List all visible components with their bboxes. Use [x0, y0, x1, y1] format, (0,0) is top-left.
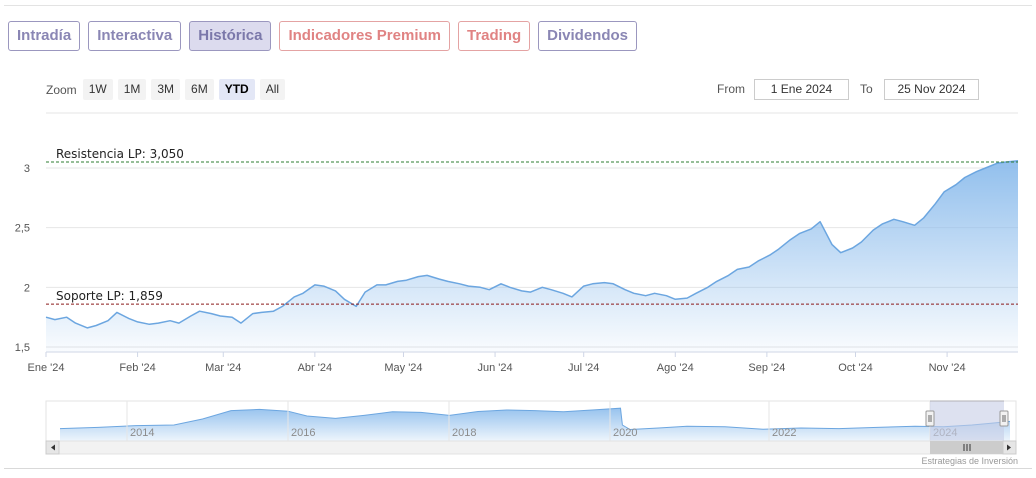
- x-tick-label: Sep '24: [748, 362, 785, 374]
- x-tick-label: Ago '24: [657, 362, 694, 374]
- zoom-button-3m[interactable]: 3M: [151, 79, 181, 100]
- tab-interactiva[interactable]: Interactiva: [88, 21, 182, 51]
- scrollbar-track: [45, 440, 1017, 455]
- price-area: [46, 160, 1018, 352]
- zoom-button-all[interactable]: All: [259, 79, 286, 100]
- tab-indicadores-premium[interactable]: Indicadores Premium: [279, 21, 450, 51]
- x-tick-label: Nov '24: [929, 362, 966, 374]
- tab-intrad-a[interactable]: Intradía: [8, 21, 81, 51]
- zoom-label: Zoom: [46, 82, 77, 97]
- from-label: From: [717, 82, 745, 96]
- navigator-line: [59, 407, 1011, 431]
- y-tick-label: 1,5: [15, 342, 30, 354]
- arrow-left-icon: [51, 444, 55, 451]
- navigator-year-label: 2020: [613, 427, 637, 439]
- y-tick-label: 2: [24, 282, 30, 294]
- tab-trading[interactable]: Trading: [458, 21, 531, 51]
- zoom-button-6m[interactable]: 6M: [185, 79, 214, 100]
- y-tick-label: 2,5: [15, 223, 30, 235]
- resistance-label: Resistencia LP: 3,050: [56, 147, 184, 161]
- navigator-year-label: 2016: [291, 427, 315, 439]
- x-tick-label: Mar '24: [205, 362, 241, 374]
- tab-dividendos[interactable]: Dividendos: [538, 21, 638, 51]
- arrow-right-icon: [1007, 444, 1011, 451]
- credit-label: Estrategias de Inversión: [921, 456, 1018, 466]
- navigator-left-handle[interactable]: [925, 410, 935, 427]
- y-tick-label: 3: [24, 163, 30, 175]
- top-divider: [4, 5, 1032, 6]
- support-label: Soporte LP: 1,859: [56, 289, 163, 303]
- navigator-right-handle[interactable]: [999, 410, 1009, 427]
- tab-bar: Intradía Interactiva Histórica Indicadores …: [8, 21, 638, 51]
- x-tick-label: Ene '24: [28, 362, 65, 374]
- price-line: [45, 160, 1019, 329]
- x-tick-label: Jul '24: [568, 362, 599, 374]
- zoom-button-1m[interactable]: 1M: [117, 79, 147, 100]
- navigator-year-label: 2022: [772, 427, 796, 439]
- x-tick-label: May '24: [384, 362, 422, 374]
- navigator-year-label: 2018: [452, 427, 476, 439]
- navigator-selection: [930, 401, 1004, 441]
- zoom-buttons: 1W 1M 3M 6M YTD All: [82, 79, 290, 100]
- zoom-button-1w[interactable]: 1W: [82, 79, 113, 100]
- navigator-area: [60, 408, 1010, 441]
- zoom-button-ytd[interactable]: YTD: [218, 79, 255, 100]
- to-label: To: [860, 82, 873, 96]
- x-tick-label: Jun '24: [477, 362, 512, 374]
- navigator-year-label: 2014: [130, 427, 154, 439]
- x-tick-label: Feb '24: [119, 362, 155, 374]
- bottom-divider: [4, 468, 1032, 469]
- zoom-controls: Zoom 1W 1M 3M 6M YTD All: [46, 79, 290, 100]
- to-date-input[interactable]: 25 Nov 2024: [884, 79, 979, 100]
- x-tick-label: Oct '24: [838, 362, 873, 374]
- from-date-input[interactable]: 1 Ene 2024: [754, 79, 849, 100]
- tab-hist-rica[interactable]: Histórica: [189, 21, 272, 51]
- x-tick-label: Abr '24: [298, 362, 333, 374]
